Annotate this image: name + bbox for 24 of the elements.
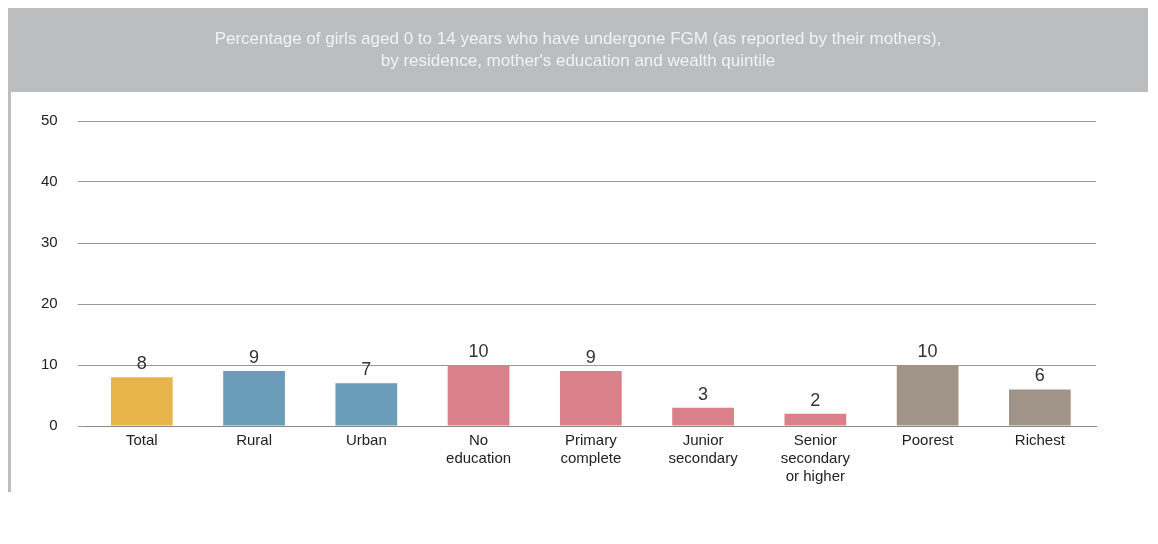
x-tick-label: No education	[446, 431, 512, 467]
x-tick-label: Junior secondary	[668, 431, 739, 467]
x-tick-label: Rural	[236, 431, 272, 449]
data-label: 9	[585, 347, 596, 368]
y-tick-label: 20	[41, 294, 58, 312]
x-tick-label: Senior secondary or higher	[780, 431, 851, 485]
data-label: 2	[810, 389, 821, 410]
data-label: 10	[917, 340, 938, 361]
y-tick-label: 30	[41, 233, 58, 251]
x-tick-label: Urban	[345, 431, 387, 449]
data-label: 9	[249, 347, 260, 368]
y-tick-label: 50	[41, 111, 58, 129]
data-label: 6	[1034, 365, 1045, 386]
data-label: 7	[361, 359, 372, 380]
y-tick-label: 10	[41, 355, 58, 373]
data-label: 10	[468, 340, 489, 361]
x-tick-label: Primary complete	[560, 431, 622, 467]
x-tick-label: Total	[125, 431, 158, 449]
data-label: 8	[136, 353, 147, 374]
y-tick-label: 40	[41, 172, 58, 190]
data-label: 3	[698, 383, 709, 404]
x-tick-label: Richest	[1014, 431, 1066, 449]
x-tick-label: Poorest	[901, 431, 955, 449]
y-tick-label: 0	[49, 416, 58, 434]
